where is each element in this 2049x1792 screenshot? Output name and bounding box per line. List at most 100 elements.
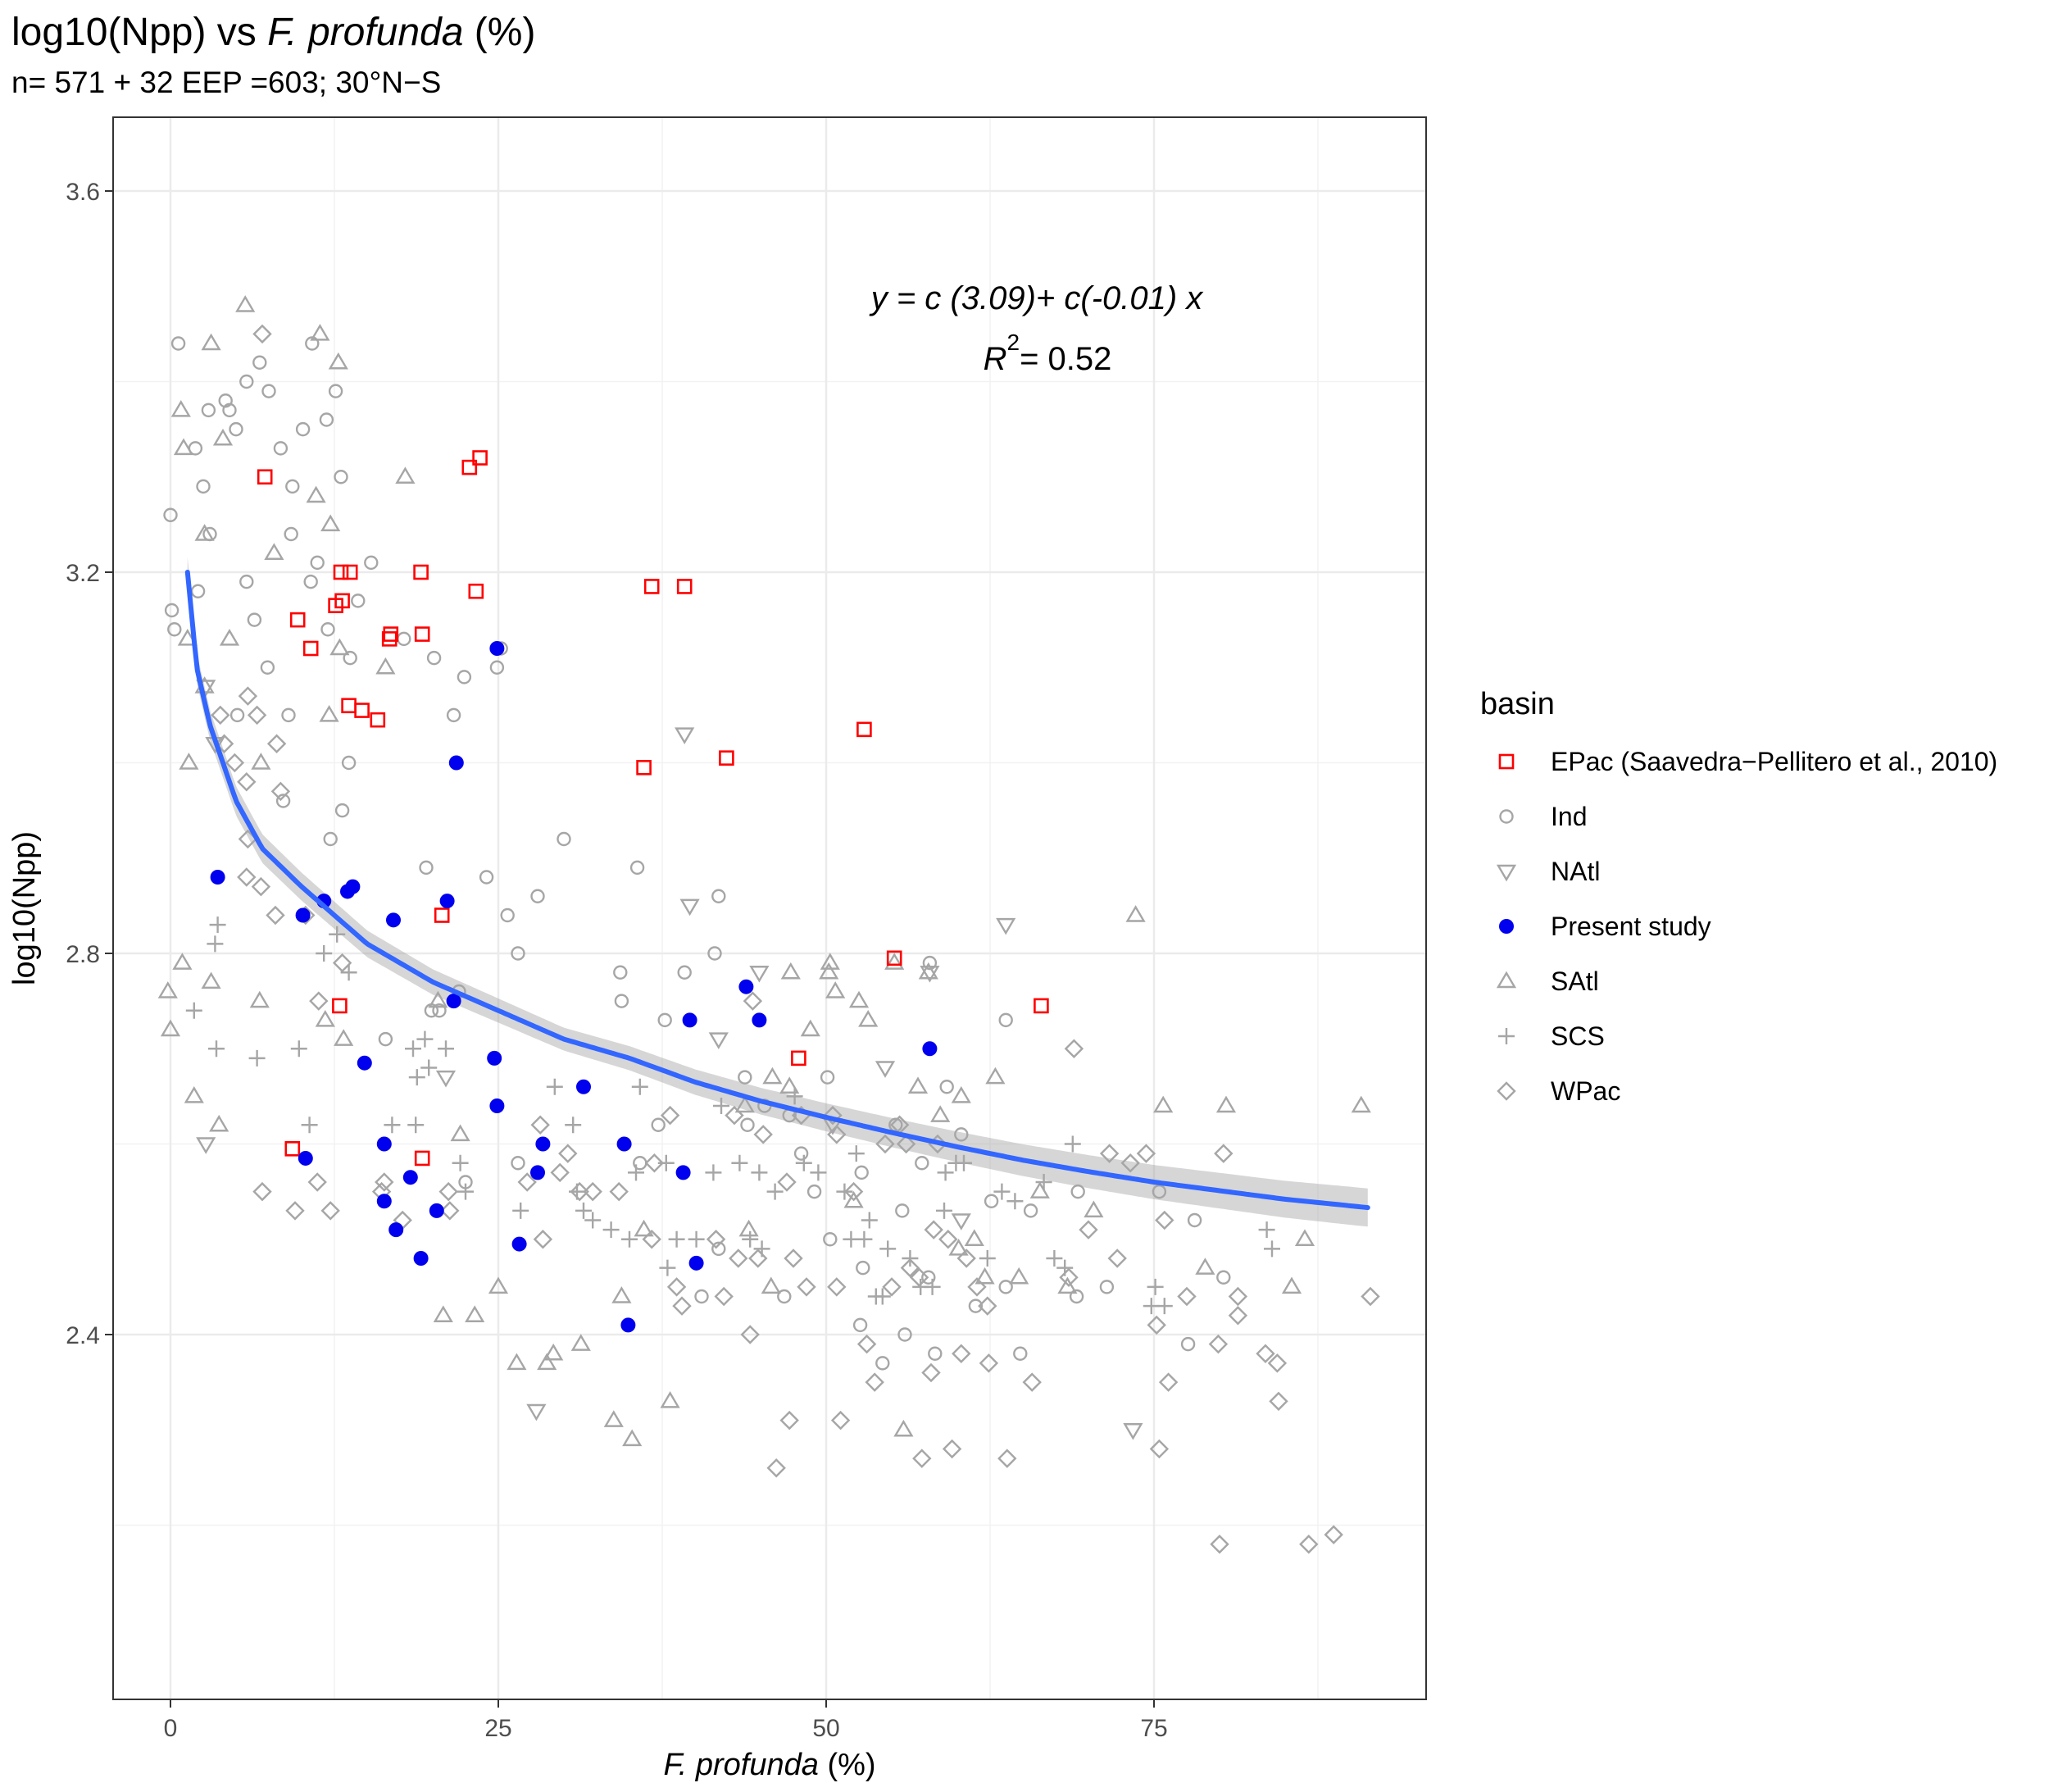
r-squared: R2= 0.52 bbox=[984, 330, 1112, 377]
point-epac bbox=[284, 1141, 301, 1157]
point-ind bbox=[820, 1070, 835, 1085]
point-ind bbox=[998, 1280, 1013, 1294]
point-scs bbox=[847, 1145, 865, 1162]
legend-key-wpac bbox=[1497, 1081, 1516, 1101]
point-scs bbox=[384, 1117, 401, 1134]
y-tick-label: 3.2 bbox=[66, 560, 100, 587]
point-wpac bbox=[1324, 1525, 1343, 1544]
point-satl bbox=[428, 990, 448, 1008]
point-epac bbox=[333, 564, 349, 580]
point-ind bbox=[1216, 1270, 1231, 1285]
point-ind bbox=[921, 1270, 936, 1285]
x-axis: 0 25 50 75 bbox=[164, 1699, 1168, 1742]
point-satl bbox=[157, 981, 178, 998]
point-wpac bbox=[266, 905, 285, 926]
point-ind bbox=[170, 336, 186, 351]
point-present bbox=[295, 907, 311, 923]
point-ind bbox=[740, 1117, 755, 1132]
point-epac bbox=[370, 712, 386, 728]
point-satl bbox=[1281, 1276, 1302, 1294]
point-ind bbox=[222, 403, 237, 418]
point-wpac bbox=[997, 1449, 1017, 1468]
point-present bbox=[298, 1150, 313, 1166]
point-present bbox=[376, 1194, 392, 1209]
point-scs bbox=[786, 1088, 803, 1105]
point-ind bbox=[275, 794, 291, 808]
point-scs bbox=[416, 1030, 434, 1048]
point-wpac bbox=[237, 772, 257, 792]
point-epac bbox=[413, 564, 429, 580]
point-epac bbox=[257, 469, 273, 485]
point-ind bbox=[677, 965, 692, 980]
point-ind bbox=[511, 1156, 525, 1171]
point-scs bbox=[879, 1240, 897, 1258]
point-wpac bbox=[660, 1105, 680, 1126]
point-wpac bbox=[252, 324, 272, 344]
point-wpac bbox=[1228, 1306, 1248, 1326]
point-wpac bbox=[900, 1258, 920, 1278]
point-ind bbox=[711, 1241, 726, 1257]
point-ind bbox=[229, 707, 245, 723]
point-satl bbox=[964, 1229, 984, 1246]
point-wpac bbox=[1214, 1144, 1233, 1163]
point-satl bbox=[1294, 1229, 1315, 1246]
point-present bbox=[439, 894, 455, 909]
point-ind bbox=[711, 889, 726, 903]
point-scs bbox=[795, 1154, 812, 1171]
point-ind bbox=[614, 994, 629, 1008]
point-natl bbox=[196, 1137, 216, 1154]
point-scs bbox=[316, 945, 333, 962]
point-ind bbox=[285, 479, 300, 494]
point-epac bbox=[468, 583, 484, 599]
point-satl bbox=[622, 1429, 643, 1447]
series-present bbox=[210, 641, 938, 1333]
point-satl bbox=[930, 1105, 951, 1122]
x-axis-title: F. profunda (%) bbox=[663, 1748, 875, 1782]
point-present bbox=[357, 1055, 372, 1071]
point-satl bbox=[843, 1190, 864, 1208]
point-natl bbox=[1123, 1423, 1143, 1440]
point-epac bbox=[414, 626, 430, 642]
point-wpac bbox=[1136, 1144, 1156, 1163]
point-wpac bbox=[332, 953, 352, 973]
point-ind bbox=[364, 555, 379, 571]
point-ind bbox=[284, 526, 298, 542]
point-wpac bbox=[237, 867, 257, 887]
point-satl bbox=[1153, 1095, 1174, 1113]
point-present bbox=[576, 1079, 591, 1094]
point-ind bbox=[334, 470, 348, 484]
point-satl bbox=[634, 1219, 654, 1237]
point-satl bbox=[762, 1067, 783, 1085]
point-scs bbox=[874, 1288, 891, 1305]
point-wpac bbox=[1059, 1267, 1079, 1287]
point-satl bbox=[660, 1391, 680, 1408]
point-epac bbox=[342, 564, 358, 580]
point-satl bbox=[209, 1114, 229, 1132]
point-wpac bbox=[251, 876, 271, 897]
point-wpac bbox=[247, 705, 267, 725]
point-ind bbox=[261, 384, 276, 398]
point-satl bbox=[319, 705, 339, 722]
point-ind bbox=[530, 889, 545, 903]
point-ind bbox=[164, 603, 179, 618]
point-ind bbox=[378, 1031, 393, 1047]
point-wpac bbox=[666, 1277, 687, 1297]
point-satl bbox=[537, 1353, 557, 1371]
point-wpac bbox=[912, 1449, 932, 1468]
point-ind bbox=[196, 479, 211, 494]
point-natl bbox=[708, 1032, 729, 1049]
point-scs bbox=[731, 1154, 748, 1171]
point-scs bbox=[565, 1117, 582, 1134]
point-wpac bbox=[830, 1410, 851, 1430]
point-wpac bbox=[967, 1277, 987, 1297]
point-satl bbox=[779, 1076, 800, 1094]
point-wpac bbox=[1208, 1334, 1229, 1354]
fit-line bbox=[184, 570, 1370, 1211]
point-wpac bbox=[252, 1181, 272, 1202]
point-satl bbox=[1351, 1095, 1371, 1113]
legend-key-satl bbox=[1496, 971, 1517, 989]
point-wpac bbox=[1256, 1344, 1275, 1363]
point-satl bbox=[488, 1276, 509, 1294]
point-satl bbox=[1195, 1258, 1215, 1275]
point-wpac bbox=[784, 1248, 803, 1268]
